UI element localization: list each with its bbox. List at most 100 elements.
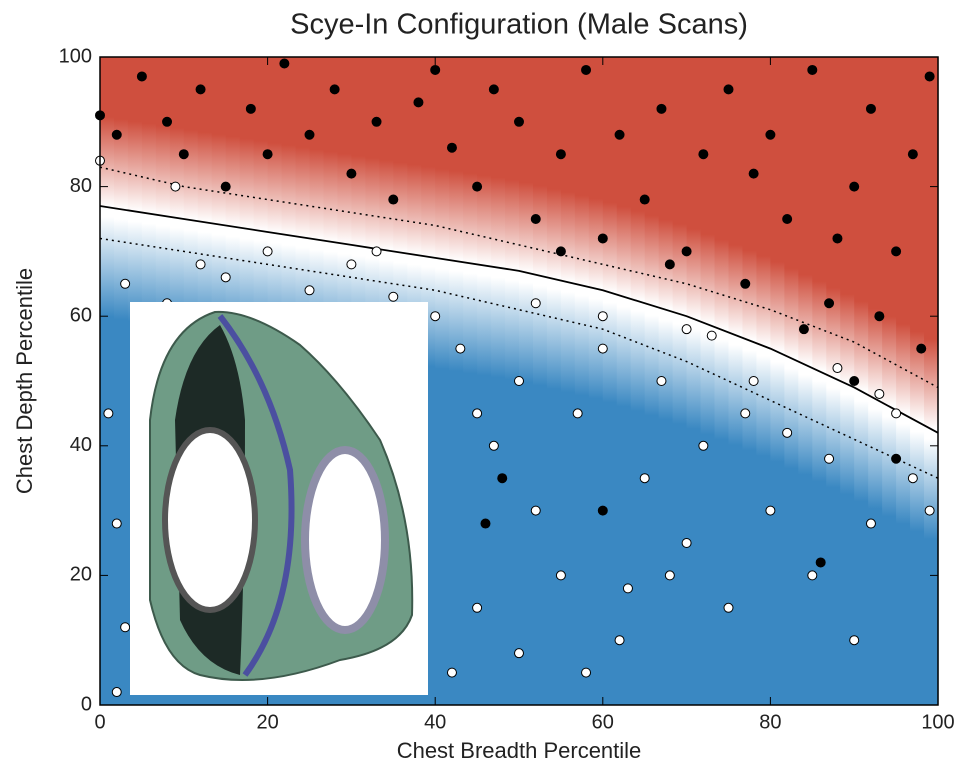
- data-point: [622, 583, 633, 594]
- data-point: [472, 181, 483, 192]
- data-point: [740, 278, 751, 289]
- data-point: [262, 149, 273, 160]
- data-point: [103, 408, 114, 419]
- boundary-curve: [99, 205, 939, 434]
- data-point: [891, 246, 902, 257]
- data-point: [815, 557, 826, 568]
- data-point: [832, 363, 843, 374]
- background-strip: [700, 57, 716, 705]
- data-point: [371, 116, 382, 127]
- data-point: [497, 473, 508, 484]
- background-strip: [113, 57, 129, 705]
- data-point: [874, 311, 885, 322]
- data-point: [111, 518, 122, 529]
- x-tick-label: 40: [424, 711, 446, 733]
- background-strip: [910, 57, 925, 705]
- data-point: [891, 408, 902, 419]
- data-point: [446, 667, 457, 678]
- data-point: [723, 602, 734, 613]
- data-point: [346, 168, 357, 179]
- background-strip: [644, 57, 660, 705]
- data-point: [614, 635, 625, 646]
- y-tick-label: 100: [59, 45, 92, 67]
- data-point: [480, 518, 491, 529]
- data-point: [748, 168, 759, 179]
- y-tick-label: 80: [70, 175, 92, 197]
- plot-frame: [99, 56, 939, 706]
- data-point: [472, 408, 483, 419]
- data-point: [195, 259, 206, 270]
- data-point: [656, 376, 667, 386]
- background-strip: [505, 57, 520, 705]
- data-point: [329, 84, 340, 95]
- x-tick-label: 20: [256, 711, 278, 733]
- data-point: [488, 84, 499, 95]
- background-strip: [728, 57, 744, 705]
- boundary-curve: [99, 166, 939, 389]
- data-point: [220, 272, 231, 283]
- background-strip: [798, 57, 813, 705]
- x-tick-label: 0: [94, 711, 105, 733]
- data-point: [865, 518, 876, 529]
- data-point: [706, 330, 717, 341]
- data-point: [782, 214, 793, 224]
- inset-ring: [162, 427, 258, 613]
- background-strip: [812, 57, 827, 705]
- background-strip: [616, 57, 632, 705]
- data-point: [530, 505, 541, 516]
- data-point: [765, 129, 776, 140]
- data-point: [555, 246, 566, 257]
- data-point: [597, 505, 608, 516]
- data-point: [907, 473, 918, 484]
- inset-image: [130, 302, 428, 695]
- data-point: [907, 149, 918, 160]
- y-tick-label: 0: [81, 693, 92, 715]
- background-strip: [714, 57, 730, 705]
- data-point: [455, 343, 466, 354]
- background-strip: [896, 57, 911, 705]
- background-strip: [588, 57, 604, 705]
- data-point: [782, 427, 793, 438]
- background-strip: [784, 57, 799, 705]
- data-point: [488, 440, 499, 451]
- data-point: [849, 376, 860, 386]
- data-point: [530, 298, 541, 309]
- background-strip: [519, 57, 534, 705]
- data-point: [136, 71, 147, 82]
- background-strip: [924, 57, 939, 705]
- data-point: [924, 71, 935, 82]
- background-strip: [882, 57, 897, 705]
- data-point: [891, 453, 902, 464]
- y-tick-label: 20: [70, 564, 92, 586]
- data-point: [245, 103, 256, 114]
- chart-title: Scye-In Configuration (Male Scans): [290, 9, 748, 41]
- axes: 0 20 40 60 80 100 0 20 40 60 80 100: [59, 45, 955, 733]
- data-point: [111, 687, 122, 698]
- data-point: [865, 103, 876, 114]
- background-strip: [840, 57, 855, 705]
- data-point: [581, 64, 592, 75]
- inset-ring: [301, 446, 389, 634]
- data-point: [681, 538, 692, 548]
- inset-edge: [217, 314, 295, 677]
- background-strip: [463, 57, 478, 705]
- data-point: [530, 214, 541, 224]
- data-point: [664, 259, 675, 270]
- data-point: [681, 246, 692, 257]
- data-point: [120, 622, 131, 633]
- curves: [99, 166, 939, 479]
- data-point: [555, 570, 566, 581]
- data-point: [170, 181, 181, 192]
- data-point: [765, 505, 776, 516]
- data-point: [195, 84, 206, 95]
- data-point: [597, 343, 608, 354]
- data-point: [472, 602, 483, 613]
- background-strip: [532, 57, 548, 705]
- data-point: [304, 129, 315, 140]
- data-point: [874, 388, 885, 399]
- data-point: [304, 285, 315, 296]
- data-point: [698, 149, 709, 160]
- data-point: [514, 376, 524, 386]
- data-point: [723, 84, 734, 95]
- y-axis-label: Chest Depth Percentile: [12, 268, 37, 494]
